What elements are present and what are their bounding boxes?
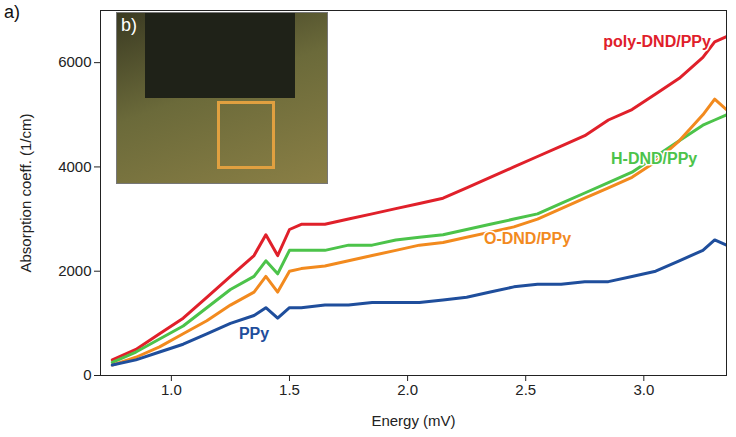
svg-text:2000: 2000 <box>58 262 91 279</box>
svg-text:2.5: 2.5 <box>515 381 536 398</box>
svg-text:Absorption coeff. (1/cm): Absorption coeff. (1/cm) <box>17 114 34 273</box>
svg-text:poly-DND/PPy: poly-DND/PPy <box>603 33 711 50</box>
svg-text:Energy (mV): Energy (mV) <box>371 412 455 429</box>
svg-text:PPy: PPy <box>239 325 269 342</box>
svg-text:1.5: 1.5 <box>279 381 300 398</box>
html-text:a): a) <box>4 2 20 22</box>
html-text:b): b) <box>121 15 137 35</box>
svg-text:0: 0 <box>83 366 91 383</box>
svg-text:3.0: 3.0 <box>633 381 654 398</box>
svg-text:1.0: 1.0 <box>161 381 182 398</box>
svg-text:6000: 6000 <box>58 53 91 70</box>
svg-text:2.0: 2.0 <box>397 381 418 398</box>
svg-text:4000: 4000 <box>58 158 91 175</box>
svg-text:O-DND/PPy: O-DND/PPy <box>484 230 571 247</box>
svg-text:H-DND/PPy: H-DND/PPy <box>611 150 697 167</box>
